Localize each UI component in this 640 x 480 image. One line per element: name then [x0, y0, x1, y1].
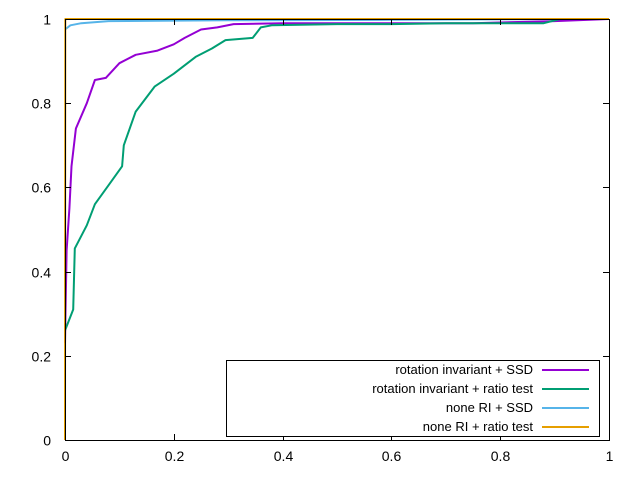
x-tick-label: 0.8	[491, 448, 511, 464]
y-tick-label: 0.2	[32, 349, 52, 365]
legend-label-2: rotation invariant + ratio test	[372, 381, 533, 396]
x-tick-label: 0.6	[382, 448, 402, 464]
ticks-layer: 0 0.2 0.4 0.6 0.8 1 0 0.2 0.4 0.6 0.8 1	[32, 12, 614, 465]
y-tick-label: 0	[43, 433, 51, 449]
y-tick-label: 0.4	[32, 265, 52, 281]
series-line-2	[64, 18, 609, 331]
x-tick-label: 0.2	[165, 448, 185, 464]
y-tick-label: 0.6	[32, 180, 52, 196]
legend-label-3: none RI + SSD	[446, 400, 533, 415]
x-tick-label: 1	[606, 448, 614, 464]
y-tick-label: 1	[43, 12, 51, 28]
legend: rotation invariant + SSD rotation invaria…	[226, 360, 600, 437]
x-tick-label: 0.4	[274, 448, 294, 464]
legend-items: rotation invariant + SSD rotation invaria…	[372, 362, 589, 434]
legend-label-4: none RI + ratio test	[423, 419, 534, 434]
x-tick-label: 0	[62, 448, 70, 464]
plot-area-border	[65, 19, 610, 441]
y-tick-label: 0.8	[32, 96, 52, 112]
legend-label-1: rotation invariant + SSD	[395, 362, 533, 377]
series-line-1	[64, 18, 610, 344]
legend-box	[226, 360, 600, 437]
